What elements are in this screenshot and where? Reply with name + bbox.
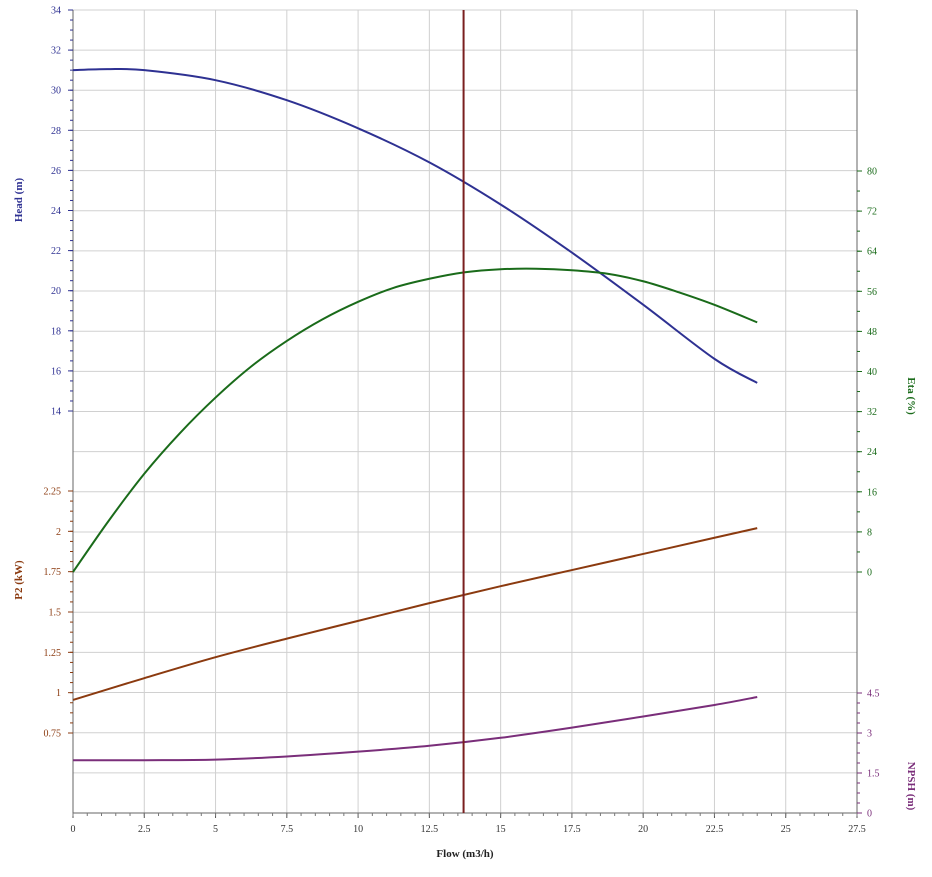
eta-curve (72, 267, 758, 573)
head-tick-label: 20 (51, 286, 61, 297)
head-axis-title: Head (m) (13, 178, 25, 223)
eta-tick-label: 40 (867, 367, 877, 378)
grid (72, 9, 858, 814)
eta-tick-label: 72 (867, 207, 877, 218)
x-tick-label: 17.5 (563, 824, 581, 835)
p2-tick-label: 2.25 (44, 487, 62, 498)
head-tick-label: 16 (51, 366, 61, 377)
p2-tick-label: 0.75 (44, 729, 62, 740)
eta-tick-label: 48 (867, 327, 877, 338)
eta-tick-label: 56 (867, 287, 877, 298)
x-tick-label: 22.5 (706, 824, 724, 835)
p2-tick-label: 1 (56, 688, 61, 699)
p2-axis-title: P2 (kW) (13, 560, 25, 600)
x-axis-title: Flow (m3/h) (436, 848, 493, 860)
head-tick-label: 28 (51, 126, 61, 137)
x-tick-label: 5 (213, 824, 218, 835)
eta-axis-title: Eta (%) (905, 377, 917, 415)
p2-tick-label: 1.75 (44, 567, 62, 578)
npsh-curve (72, 696, 758, 762)
x-tick-label: 27.5 (848, 824, 866, 835)
head-tick-label: 30 (51, 86, 61, 97)
head-tick-label: 18 (51, 326, 61, 337)
eta-tick-label: 0 (867, 568, 872, 579)
head-curve (72, 67, 758, 384)
axes: 0 2.5 5 7.5 10 12.5 15 17.5 20 22.5 25 27.514161820… (44, 6, 880, 836)
npsh-axis-title: NPSH (m) (905, 762, 917, 811)
npsh-tick-label: 0 (867, 809, 872, 820)
x-tick-label: 7.5 (281, 824, 294, 835)
head-tick-label: 22 (51, 246, 61, 257)
x-tick-label: 2.5 (138, 824, 151, 835)
eta-tick-label: 80 (867, 167, 877, 178)
x-tick-label: 0 (71, 824, 76, 835)
p2-tick-label: 2 (56, 527, 61, 538)
eta-tick-label: 16 (867, 487, 877, 498)
x-tick-label: 25 (781, 824, 791, 835)
eta-tick-label: 32 (867, 407, 877, 418)
eta-tick-label: 64 (867, 247, 877, 258)
npsh-tick-label: 1.5 (867, 769, 880, 780)
x-tick-label: 10 (353, 824, 363, 835)
p2-curve (72, 527, 758, 701)
head-tick-label: 34 (51, 6, 61, 17)
eta-tick-label: 24 (867, 447, 877, 458)
p2-tick-label: 1.5 (49, 608, 62, 619)
head-tick-label: 24 (51, 206, 61, 217)
head-tick-label: 14 (51, 407, 61, 418)
p2-tick-label: 1.25 (44, 648, 62, 659)
eta-tick-label: 8 (867, 527, 872, 538)
npsh-tick-label: 4.5 (867, 689, 880, 700)
head-tick-label: 32 (51, 46, 61, 57)
head-tick-label: 26 (51, 166, 61, 177)
x-tick-label: 20 (638, 824, 648, 835)
x-tick-label: 12.5 (421, 824, 439, 835)
series-layer (72, 67, 758, 762)
x-tick-label: 15 (496, 824, 506, 835)
npsh-tick-label: 3 (867, 729, 872, 740)
